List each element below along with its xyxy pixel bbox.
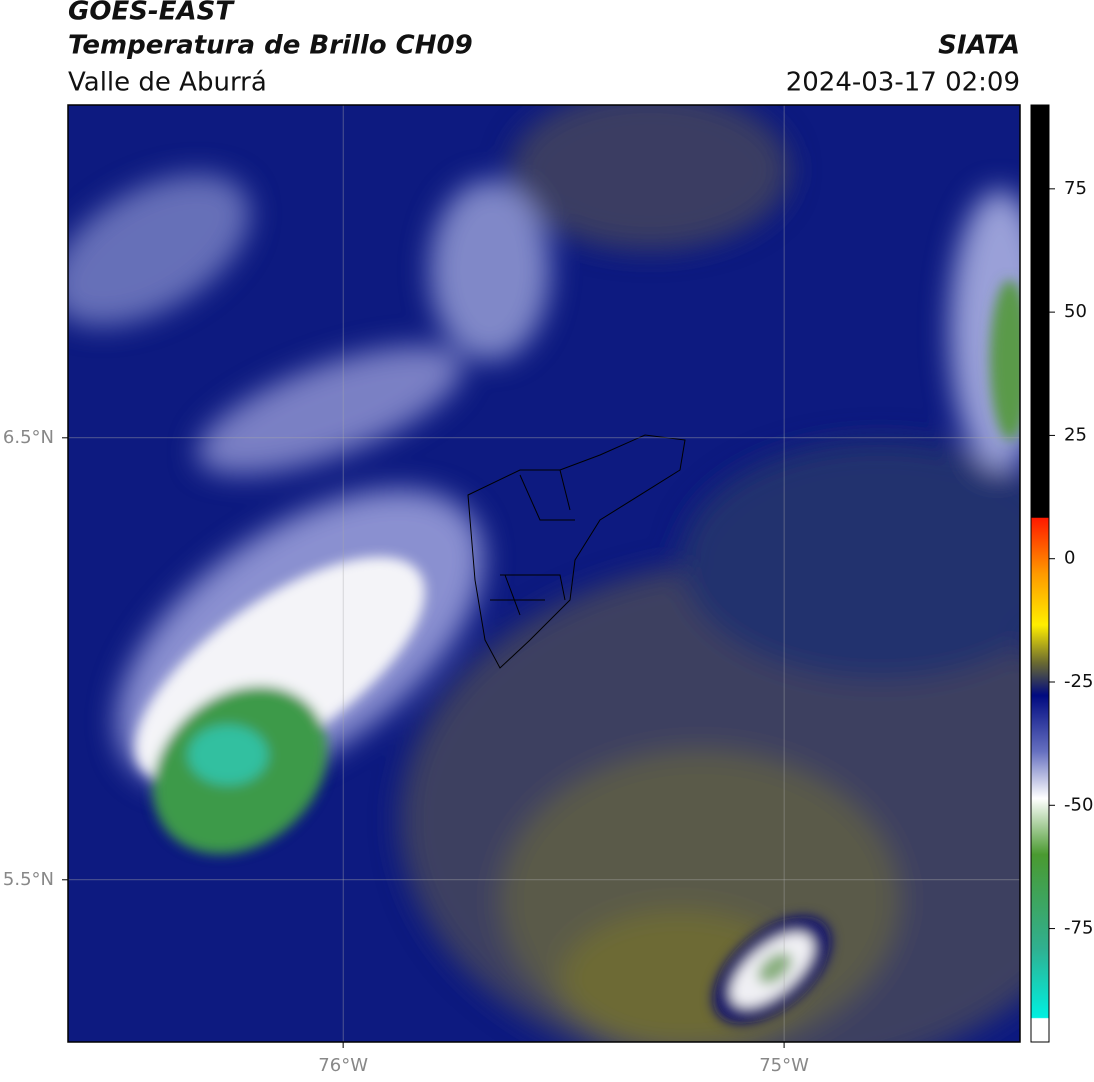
map-frame [67, 104, 1021, 1043]
colorbar-label: 50 [1064, 301, 1087, 322]
subtitle: Temperatura de Brillo CH09 [68, 31, 473, 61]
timestamp: 2024-03-17 02:09 [786, 68, 1020, 98]
colorbar-label: 25 [1064, 424, 1087, 445]
region: Valle de Aburrá [68, 68, 267, 98]
graticule [68, 105, 1020, 1042]
title: GOES-EAST [68, 0, 235, 27]
colorbar-label: 75 [1064, 178, 1087, 199]
satellite-image [68, 105, 1020, 1042]
colorbar-label: 0 [1064, 548, 1075, 569]
colorbar [1030, 104, 1050, 1043]
colorbar-label: -50 [1064, 794, 1093, 815]
x-tick-label: 75°W [759, 1055, 809, 1076]
x-tick-label: 76°W [318, 1055, 368, 1076]
source: SIATA [938, 31, 1020, 61]
colorbar-label: -25 [1064, 671, 1093, 692]
colorbar-label: -75 [1064, 918, 1093, 939]
y-tick-label: 5.5°N [3, 869, 54, 890]
municipal-boundaries [467, 434, 686, 669]
y-tick-label: 6.5°N [3, 427, 54, 448]
